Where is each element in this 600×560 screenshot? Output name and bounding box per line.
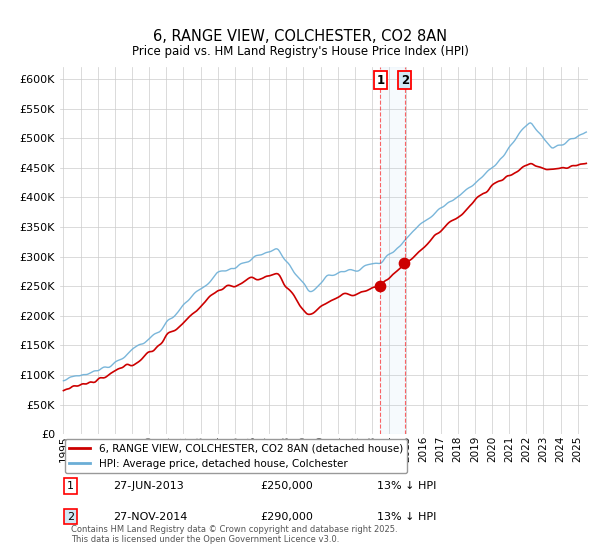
- Text: £250,000: £250,000: [260, 480, 313, 491]
- Legend: 6, RANGE VIEW, COLCHESTER, CO2 8AN (detached house), HPI: Average price, detache: 6, RANGE VIEW, COLCHESTER, CO2 8AN (deta…: [65, 440, 407, 473]
- Point: [375, 282, 385, 291]
- Text: 27-NOV-2014: 27-NOV-2014: [113, 512, 187, 522]
- Text: £290,000: £290,000: [260, 512, 314, 522]
- Text: 1: 1: [67, 480, 74, 491]
- Text: 27-JUN-2013: 27-JUN-2013: [113, 480, 184, 491]
- Text: 6, RANGE VIEW, COLCHESTER, CO2 8AN: 6, RANGE VIEW, COLCHESTER, CO2 8AN: [153, 29, 447, 44]
- Text: 13% ↓ HPI: 13% ↓ HPI: [377, 480, 436, 491]
- Point: [400, 258, 409, 267]
- Bar: [380, 67, 405, 434]
- Text: Price paid vs. HM Land Registry's House Price Index (HPI): Price paid vs. HM Land Registry's House …: [131, 45, 469, 58]
- Text: 13% ↓ HPI: 13% ↓ HPI: [377, 512, 436, 522]
- Text: 1: 1: [376, 74, 385, 87]
- Text: Contains HM Land Registry data © Crown copyright and database right 2025.
This d: Contains HM Land Registry data © Crown c…: [71, 525, 397, 544]
- Text: 2: 2: [67, 512, 74, 522]
- Text: 2: 2: [401, 74, 409, 87]
